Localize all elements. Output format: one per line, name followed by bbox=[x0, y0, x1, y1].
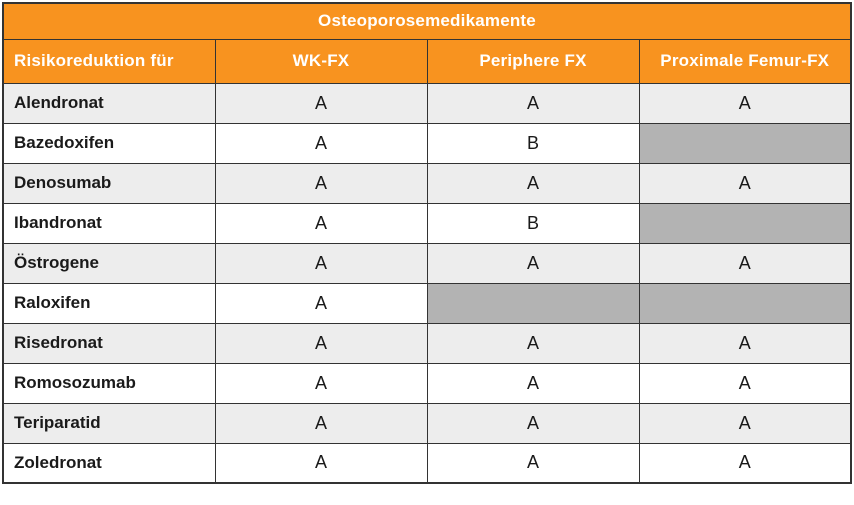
table-title: Osteoporosemedikamente bbox=[2, 2, 852, 40]
grade-cell: A bbox=[214, 282, 428, 324]
grade-cell: A bbox=[214, 442, 428, 484]
medication-table: Osteoporosemedikamente Risikoreduktion f… bbox=[2, 2, 852, 484]
table-row: Raloxifen A bbox=[2, 282, 852, 324]
drug-name: Teriparatid bbox=[2, 402, 216, 444]
table-row: Bazedoxifen A B bbox=[2, 122, 852, 164]
grade-cell: A bbox=[426, 242, 640, 284]
grade-cell bbox=[638, 122, 852, 164]
grade-cell bbox=[638, 202, 852, 244]
grade-cell: A bbox=[426, 162, 640, 204]
grade-cell bbox=[426, 282, 640, 324]
grade-cell: A bbox=[214, 322, 428, 364]
grade-cell: A bbox=[214, 82, 428, 124]
grade-cell bbox=[638, 282, 852, 324]
grade-cell: A bbox=[214, 402, 428, 444]
grade-cell: A bbox=[638, 322, 852, 364]
table-row: Ibandronat A B bbox=[2, 202, 852, 244]
drug-name: Denosumab bbox=[2, 162, 216, 204]
table-title-row: Osteoporosemedikamente bbox=[2, 2, 852, 40]
grade-cell: A bbox=[638, 362, 852, 404]
table-row: Denosumab A A A bbox=[2, 162, 852, 204]
drug-name: Ibandronat bbox=[2, 202, 216, 244]
drug-name: Östrogene bbox=[2, 242, 216, 284]
drug-name: Risedronat bbox=[2, 322, 216, 364]
grade-cell: A bbox=[638, 442, 852, 484]
grade-cell: A bbox=[638, 242, 852, 284]
table-row: Alendronat A A A bbox=[2, 82, 852, 124]
grade-cell: A bbox=[426, 402, 640, 444]
column-header-risk-reduction: Risikoreduktion für bbox=[2, 38, 216, 84]
column-header-proximale-femur-fx: Proximale Femur-FX bbox=[638, 38, 852, 84]
medication-table-container: Osteoporosemedikamente Risikoreduktion f… bbox=[2, 2, 852, 484]
drug-name: Alendronat bbox=[2, 82, 216, 124]
grade-cell: A bbox=[426, 82, 640, 124]
grade-cell: B bbox=[426, 122, 640, 164]
grade-cell: A bbox=[214, 362, 428, 404]
drug-name: Raloxifen bbox=[2, 282, 216, 324]
drug-name: Zoledronat bbox=[2, 442, 216, 484]
grade-cell: A bbox=[214, 202, 428, 244]
grade-cell: A bbox=[638, 162, 852, 204]
table-header-row: Risikoreduktion für WK-FX Periphere FX P… bbox=[2, 38, 852, 84]
grade-cell: A bbox=[214, 122, 428, 164]
table-row: Teriparatid A A A bbox=[2, 402, 852, 444]
grade-cell: A bbox=[638, 402, 852, 444]
grade-cell: B bbox=[426, 202, 640, 244]
grade-cell: A bbox=[426, 322, 640, 364]
table-row: Romosozumab A A A bbox=[2, 362, 852, 404]
column-header-periphere-fx: Periphere FX bbox=[426, 38, 640, 84]
table-row: Zoledronat A A A bbox=[2, 442, 852, 484]
drug-name: Bazedoxifen bbox=[2, 122, 216, 164]
drug-name: Romosozumab bbox=[2, 362, 216, 404]
grade-cell: A bbox=[638, 82, 852, 124]
grade-cell: A bbox=[426, 362, 640, 404]
table-row: Risedronat A A A bbox=[2, 322, 852, 364]
grade-cell: A bbox=[214, 242, 428, 284]
grade-cell: A bbox=[426, 442, 640, 484]
grade-cell: A bbox=[214, 162, 428, 204]
table-row: Östrogene A A A bbox=[2, 242, 852, 284]
column-header-wk-fx: WK-FX bbox=[214, 38, 428, 84]
